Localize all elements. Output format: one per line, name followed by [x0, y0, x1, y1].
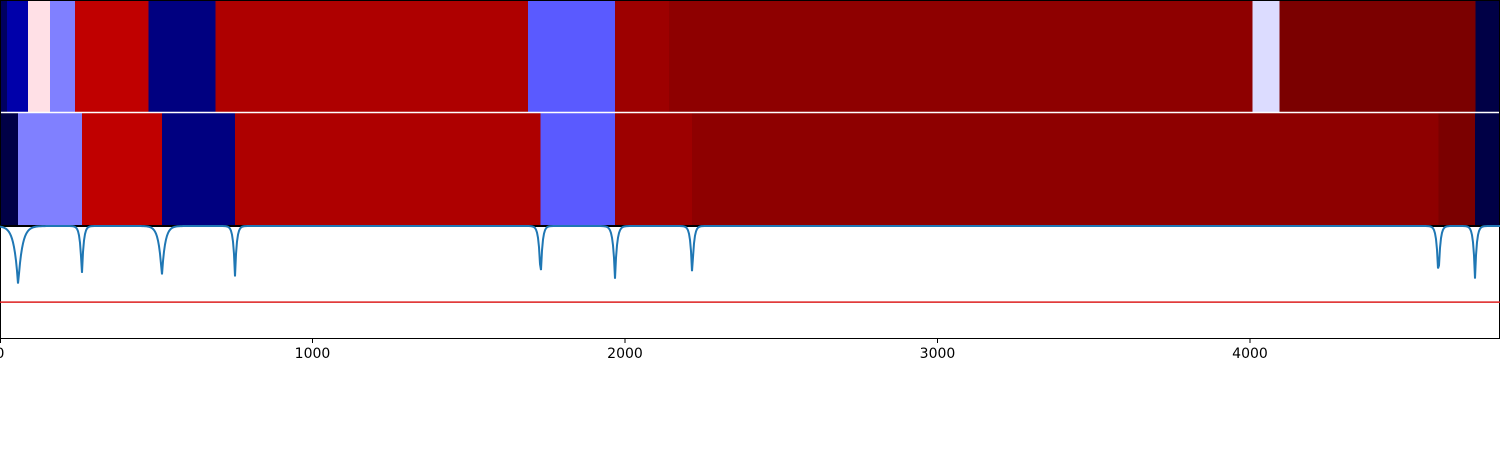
x-tick-label: 1000 [295, 346, 331, 362]
segment-r1-1 [18, 113, 83, 225]
segment-r1-2 [81, 113, 163, 225]
segment-r0-12 [1475, 0, 1500, 112]
line-panel [0, 225, 1500, 339]
segment-r1-6 [615, 113, 693, 225]
x-tick-label: 4000 [1232, 346, 1268, 362]
segment-r1-3 [161, 113, 236, 225]
segment-r0-9 [668, 0, 1254, 112]
segment-r0-0 [0, 0, 8, 112]
segment-r0-11 [1279, 0, 1477, 112]
segment-r1-5 [540, 113, 616, 225]
segment-row-bottom [0, 113, 1500, 225]
segment-r1-9 [1475, 113, 1500, 225]
segment-r0-6 [215, 0, 529, 112]
score-line [0, 225, 1500, 284]
segment-r0-4 [75, 0, 150, 112]
x-axis: 0 1000 2000 3000 4000 [0, 338, 1268, 362]
segment-r1-7 [692, 113, 1440, 225]
x-tick-label: 3000 [920, 346, 956, 362]
segment-r1-4 [235, 113, 542, 225]
x-tick-label: 0 [0, 346, 4, 362]
segment-r1-0 [0, 113, 19, 225]
segment-row-top [0, 0, 1500, 112]
segment-r0-8 [615, 0, 670, 112]
line-panel-frame [0, 226, 1500, 339]
segment-r0-3 [50, 0, 76, 112]
segment-r1-8 [1438, 113, 1476, 225]
segment-r0-5 [148, 0, 217, 112]
x-tick-label: 2000 [607, 346, 643, 362]
segment-r0-1 [6, 0, 29, 112]
segment-r0-2 [28, 0, 51, 112]
segment-r0-7 [528, 0, 616, 112]
segment-r0-10 [1252, 0, 1281, 112]
